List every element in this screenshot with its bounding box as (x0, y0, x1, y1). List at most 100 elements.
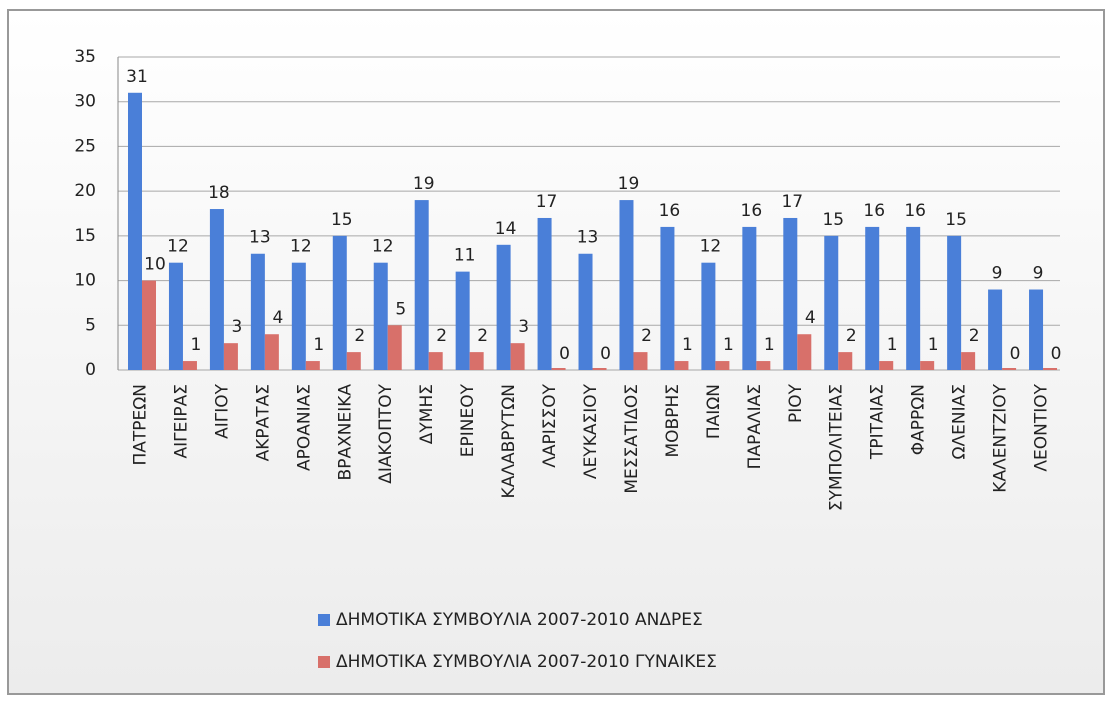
y-tick-label: 25 (74, 136, 96, 156)
data-label: 17 (536, 192, 558, 212)
data-label: 12 (700, 237, 722, 257)
y-tick-label: 30 (74, 92, 96, 112)
bar (428, 352, 443, 370)
y-tick-label: 15 (74, 226, 96, 246)
y-tick-label: 20 (74, 181, 96, 201)
bar (264, 334, 279, 370)
data-label: 4 (805, 308, 816, 328)
data-label: 0 (1051, 344, 1062, 364)
data-label: 12 (290, 237, 312, 257)
data-label: 16 (659, 201, 681, 221)
data-label: 10 (144, 255, 166, 275)
bar (469, 352, 484, 370)
bar (332, 235, 347, 370)
data-label: 4 (272, 308, 283, 328)
bar (209, 209, 224, 370)
bar (496, 244, 511, 370)
data-label: 2 (846, 326, 857, 346)
x-tick-label: ΡΙΟΥ (786, 383, 806, 423)
bar (906, 226, 921, 370)
data-label: 31 (126, 67, 148, 87)
x-tick-label: ΛΕΟΝΤΙΟΥ (1032, 383, 1052, 471)
x-tick-label: ΑΙΓΙΟΥ (212, 383, 232, 439)
y-tick-label: 5 (85, 315, 96, 335)
bar (291, 262, 306, 370)
y-tick-label: 10 (74, 271, 96, 291)
bar (223, 343, 238, 370)
x-tick-label: ΠΑΙΩΝ (704, 384, 724, 439)
bar (128, 92, 142, 371)
legend-label: ΔΗΜΟΤΙΚΑ ΣΥΜΒΟΥΛΙΑ 2007-2010 ΓΥΝΑΙΚΕΣ (336, 652, 717, 672)
bar (551, 368, 566, 370)
data-label: 3 (518, 317, 529, 337)
data-label: 2 (641, 326, 652, 346)
x-tick-label: ΑΙΓΕΙΡΑΣ (171, 384, 191, 459)
bar (988, 289, 1003, 370)
bar (961, 352, 976, 370)
x-tick-label: ΚΑΛΑΒΡΥΤΩΝ (499, 384, 519, 498)
bar (947, 235, 962, 370)
data-label: 19 (413, 174, 435, 194)
data-label: 2 (477, 326, 488, 346)
data-label: 9 (1033, 264, 1044, 284)
x-tick-label: ΔΥΜΗΣ (417, 384, 437, 444)
data-label: 0 (559, 344, 570, 364)
bar (250, 253, 265, 370)
data-label: 0 (1010, 344, 1021, 364)
x-tick-label: ΩΛΕΝΙΑΣ (950, 384, 970, 459)
data-label: 1 (928, 335, 939, 355)
bar (373, 262, 388, 370)
x-tick-label: ΣΥΜΠΟΛΙΤΕΙΑΣ (827, 384, 847, 511)
data-label: 12 (372, 237, 394, 257)
data-label: 5 (395, 299, 406, 319)
bar (168, 262, 183, 370)
data-label: 2 (969, 326, 980, 346)
legend-swatch (318, 614, 330, 626)
data-label: 12 (167, 237, 189, 257)
x-tick-label: ΚΑΛΕΝΤΖΙΟΥ (991, 383, 1011, 492)
bar (797, 334, 812, 370)
bar (182, 361, 197, 370)
bar (838, 352, 853, 370)
bar (510, 343, 525, 370)
bar (592, 368, 607, 370)
data-label: 16 (863, 201, 885, 221)
chart-frame (7, 9, 1105, 695)
bar (701, 262, 716, 370)
bar (879, 361, 894, 370)
data-label: 11 (454, 246, 476, 266)
bar (455, 271, 470, 370)
x-tick-label: ΜΕΣΣΑΤΙΔΟΣ (622, 384, 642, 494)
data-label: 2 (354, 326, 365, 346)
data-label: 15 (945, 210, 967, 230)
x-tick-label: ΦΑΡΡΩΝ (909, 384, 929, 455)
data-label: 0 (600, 344, 611, 364)
bar (1002, 368, 1017, 370)
x-tick-label: ΠΑΤΡΕΩΝ (130, 384, 150, 466)
bar (387, 325, 402, 370)
x-tick-label: ΛΑΡΙΣΣΟΥ (540, 383, 560, 467)
x-tick-label: ΒΡΑΧΝΕΙΚΑ (335, 384, 355, 481)
bar (715, 361, 730, 370)
x-tick-label: ΠΑΡΑΛΙΑΣ (745, 384, 765, 469)
data-label: 17 (781, 192, 803, 212)
data-label: 3 (231, 317, 242, 337)
bar (305, 361, 320, 370)
x-tick-label: ΤΡΙΤΑΙΑΣ (868, 384, 888, 460)
x-tick-label: ΛΕΥΚΑΣΙΟΥ (581, 383, 601, 479)
data-label: 1 (723, 335, 734, 355)
bar (1043, 368, 1058, 370)
bar (142, 280, 156, 370)
bar (865, 226, 880, 370)
data-label: 1 (191, 335, 202, 355)
bar (783, 217, 798, 370)
bar (414, 200, 429, 370)
data-label: 1 (313, 335, 324, 355)
data-label: 15 (331, 210, 353, 230)
bar (660, 226, 675, 370)
data-label: 15 (822, 210, 844, 230)
data-label: 2 (436, 326, 447, 346)
data-label: 13 (577, 228, 599, 248)
x-tick-label: ΕΡΙΝΕΟΥ (458, 383, 478, 457)
